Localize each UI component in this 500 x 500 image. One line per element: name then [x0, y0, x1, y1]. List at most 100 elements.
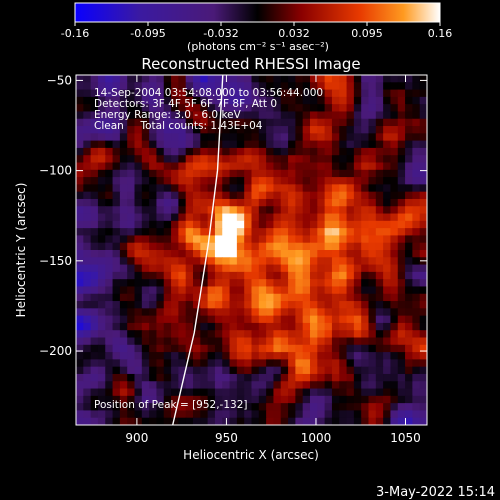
heatmap-cell — [178, 191, 187, 200]
heatmap-cell — [97, 126, 106, 134]
heatmap-cell — [105, 271, 114, 280]
heatmap-cell — [419, 315, 427, 324]
heatmap-cell — [214, 403, 223, 412]
heatmap-cell — [134, 242, 143, 251]
heatmap-cell — [207, 184, 216, 193]
heatmap-cell — [163, 301, 172, 309]
heatmap-cell — [339, 315, 348, 324]
heatmap-cell — [178, 315, 187, 324]
heatmap-cell — [302, 89, 311, 98]
heatmap-cell — [112, 89, 121, 98]
heatmap-cell — [251, 228, 260, 237]
heatmap-cell — [105, 293, 114, 302]
heatmap-cell — [368, 220, 377, 229]
chart-title: Reconstructed RHESSI Image — [141, 55, 360, 73]
heatmap-cell — [295, 330, 304, 339]
heatmap-cell — [353, 250, 362, 258]
heatmap-cell — [214, 388, 223, 397]
heatmap-cell — [375, 184, 384, 193]
heatmap-cell — [273, 308, 282, 317]
heatmap-cell — [339, 301, 348, 309]
heatmap-cell — [310, 301, 318, 309]
heatmap-cell — [119, 184, 128, 193]
heatmap-cell — [222, 337, 231, 346]
heatmap-cell — [331, 395, 340, 404]
heatmap-cell — [353, 126, 362, 134]
heatmap-cell — [280, 206, 289, 215]
heatmap-cell — [83, 220, 92, 229]
heatmap-cell — [397, 250, 406, 258]
heatmap-cell — [178, 111, 187, 120]
heatmap-cell — [331, 118, 340, 127]
heatmap-cell — [361, 403, 370, 412]
heatmap-cell — [119, 104, 128, 113]
heatmap-cell — [200, 198, 209, 207]
heatmap-cell — [368, 126, 377, 134]
heatmap-cell — [390, 104, 399, 113]
heatmap-cell — [412, 410, 421, 419]
heatmap-cell — [266, 184, 275, 193]
heatmap-cell — [83, 337, 92, 346]
heatmap-cell — [83, 344, 92, 353]
heatmap-cell — [368, 162, 377, 171]
heatmap-cell — [266, 352, 275, 360]
heatmap-cell — [214, 271, 223, 280]
heatmap-cell — [193, 359, 201, 368]
heatmap-cell — [119, 315, 128, 324]
heatmap-cell — [310, 286, 318, 295]
heatmap-cell — [273, 104, 282, 113]
heatmap-cell — [112, 279, 121, 288]
heatmap-cell — [83, 213, 92, 222]
heatmap-cell — [280, 82, 289, 91]
heatmap-cell — [280, 308, 289, 317]
heatmap-cell — [97, 410, 106, 419]
heatmap-cell — [229, 417, 238, 425]
heatmap-cell — [193, 96, 201, 105]
heatmap-cell — [310, 169, 318, 178]
heatmap-cell — [331, 75, 340, 83]
heatmap-cell — [149, 220, 158, 229]
heatmap-cell — [185, 96, 194, 105]
heatmap-cell — [156, 242, 165, 251]
heatmap-cell — [361, 235, 370, 244]
heatmap-cell — [119, 308, 128, 317]
heatmap-cell — [346, 96, 355, 105]
heatmap-cell — [310, 89, 318, 98]
heatmap-cell — [353, 118, 362, 127]
heatmap-cell — [273, 271, 282, 280]
heatmap-cell — [288, 293, 296, 302]
heatmap-cell — [134, 257, 143, 266]
heatmap-cell — [390, 118, 399, 127]
heatmap-cell — [156, 191, 165, 200]
heatmap-cell — [178, 177, 187, 185]
heatmap-cell — [83, 111, 92, 120]
heatmap-cell — [383, 330, 392, 339]
heatmap-cell — [193, 228, 201, 237]
heatmap-cell — [383, 220, 392, 229]
heatmap-cell — [390, 257, 399, 266]
heatmap-cell — [185, 308, 194, 317]
heatmap-cell — [405, 75, 413, 83]
heatmap-cell — [258, 206, 267, 215]
heatmap-cell — [258, 126, 267, 134]
heatmap-cell — [346, 322, 355, 331]
heatmap-cell — [390, 330, 399, 339]
heatmap-cell — [97, 279, 106, 288]
heatmap-cell — [185, 286, 194, 295]
heatmap-cell — [273, 373, 282, 382]
heatmap-cell — [324, 373, 333, 382]
heatmap-cell — [214, 235, 223, 244]
heatmap-cell — [419, 250, 427, 258]
heatmap-cell — [127, 155, 136, 164]
heatmap-cell — [149, 286, 158, 295]
heatmap-cell — [207, 169, 216, 178]
heatmap-cell — [375, 147, 384, 156]
heatmap-cell — [251, 111, 260, 120]
heatmap-cell — [339, 177, 348, 185]
heatmap-cell — [200, 388, 209, 397]
heatmap-cell — [331, 96, 340, 105]
heatmap-cell — [127, 315, 136, 324]
heatmap-cell — [236, 111, 245, 120]
heatmap-cell — [390, 206, 399, 215]
heatmap-cell — [375, 381, 384, 390]
